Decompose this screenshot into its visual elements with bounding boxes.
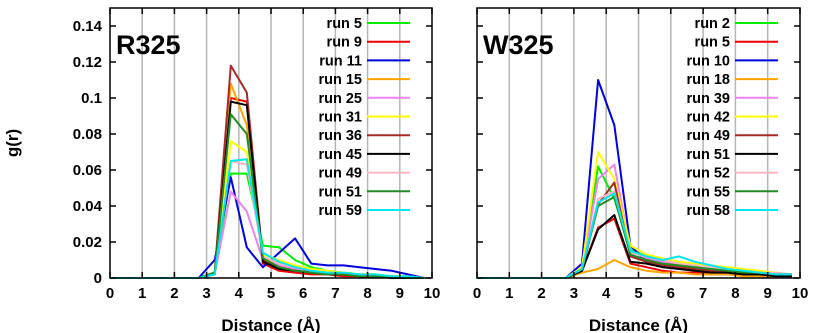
series-line-run-45 [110,100,424,279]
x-tick-label: 10 [424,285,441,302]
legend-label: run 9 [327,35,362,51]
panel-label: R325 [116,30,181,60]
x-tick-label: 9 [396,285,404,302]
legend-label: run 39 [686,91,730,107]
series-line-run-42 [477,151,793,279]
x-tick-label: 8 [363,285,371,302]
legend-label: run 25 [318,91,362,107]
legend-label: run 49 [318,166,362,182]
legend-entry: run 52 [686,166,778,182]
x-axis-title: Distance (Å) [221,316,320,333]
x-tick-label: 7 [699,285,707,302]
x-tick-label: 0 [473,285,481,302]
legend-entry: run 10 [686,53,778,69]
x-tick-label: 1 [138,285,146,302]
x-tick-label: 10 [792,285,809,302]
y-tick-label: 0.06 [73,162,102,179]
legend-label: run 11 [319,53,362,69]
legend-entry: run 31 [318,110,410,126]
y-tick-label: 0.12 [73,54,102,71]
legend-entry: run 49 [686,128,778,144]
legend-entry: run 2 [695,16,778,32]
legend-label: run 52 [686,166,730,182]
legend-label: run 5 [695,35,730,51]
x-tick-label: 9 [764,285,772,302]
x-tick-label: 6 [667,285,675,302]
legend-entry: run 15 [318,72,410,88]
x-tick-label: 1 [505,285,513,302]
legend-label: run 55 [686,184,730,200]
legend-entry: run 55 [686,184,778,200]
legend-label: run 15 [318,72,362,88]
legend-label: run 2 [695,16,730,32]
y-tick-label: 0.08 [73,126,102,143]
legend-label: run 42 [686,110,730,126]
legend-entry: run 58 [686,203,778,219]
legend-entry: run 36 [318,128,410,144]
legend-entry: run 51 [686,147,778,163]
legend-entry: run 42 [686,110,778,126]
legend-label: run 59 [318,203,362,219]
legend-entry: run 59 [318,203,410,219]
legend-entry: run 25 [318,91,410,107]
legend-label: run 58 [686,203,730,219]
legend: run 2 run 5 run 10 run 18 run 39 run 42 run 49… [686,16,778,219]
legend-label: run 51 [318,184,362,200]
y-axis-title: g(r) [3,129,22,157]
series-group [477,79,793,279]
x-tick-label: 6 [299,285,307,302]
legend-entry: run 45 [318,147,410,163]
series-line-run-59 [110,158,425,279]
series-line-run-51 [110,113,424,279]
legend-label: run 31 [318,110,362,126]
x-axis-title: Distance (Å) [589,316,688,333]
chart-panels: 0 1 2 3 4 5 6 7 8 9 1000.020.040.060.080.10.120.14… [3,7,809,333]
series-line-run-51 [477,214,792,279]
x-tick-label: 2 [537,285,545,302]
y-tick-label: 0.14 [73,18,103,35]
legend: run 5 run 9 run 11 run 15 run 25 run 31 run 36… [318,16,410,219]
legend-entry: run 9 [327,35,410,51]
x-tick-label: 5 [634,285,642,302]
y-tick-label: 0.02 [73,234,102,251]
series-line-run-39 [477,163,792,279]
chart-panel-0: 0 1 2 3 4 5 6 7 8 9 10 0 0.02 0.04 0.06 0.08 0.1 0.12 0.14… [3,7,441,333]
x-tick-label: 8 [731,285,739,302]
x-tick-label: 5 [267,285,275,302]
legend-label: run 5 [327,16,362,32]
series-line-run-9 [110,97,424,279]
panel-label: W325 [483,30,554,60]
legend-label: run 18 [686,72,730,88]
y-tick-label: 0.04 [73,198,103,215]
x-tick-label: 4 [235,285,244,302]
legend-label: run 49 [686,128,730,144]
legend-label: run 51 [686,147,730,163]
y-tick-label: 0 [94,270,102,287]
series-group [110,64,425,279]
series-line-run-58 [477,192,792,279]
legend-entry: run 49 [318,166,410,182]
legend-label: run 10 [686,53,730,69]
y-tick-label: 0.1 [81,90,102,107]
x-tick-label: 4 [602,285,611,302]
legend-label: run 45 [318,147,362,163]
legend-label: run 36 [318,128,362,144]
x-tick-label: 2 [170,285,178,302]
legend-entry: run 5 [327,16,410,32]
x-tick-label: 7 [331,285,339,302]
x-tick-label: 3 [202,285,210,302]
x-tick-label: 0 [106,285,114,302]
legend-entry: run 11 [319,53,410,69]
legend-entry: run 5 [695,35,778,51]
legend-entry: run 18 [686,72,778,88]
series-line-run-15 [110,82,424,279]
legend-entry: run 51 [318,184,410,200]
legend-entry: run 39 [686,91,778,107]
x-tick-label: 3 [570,285,578,302]
